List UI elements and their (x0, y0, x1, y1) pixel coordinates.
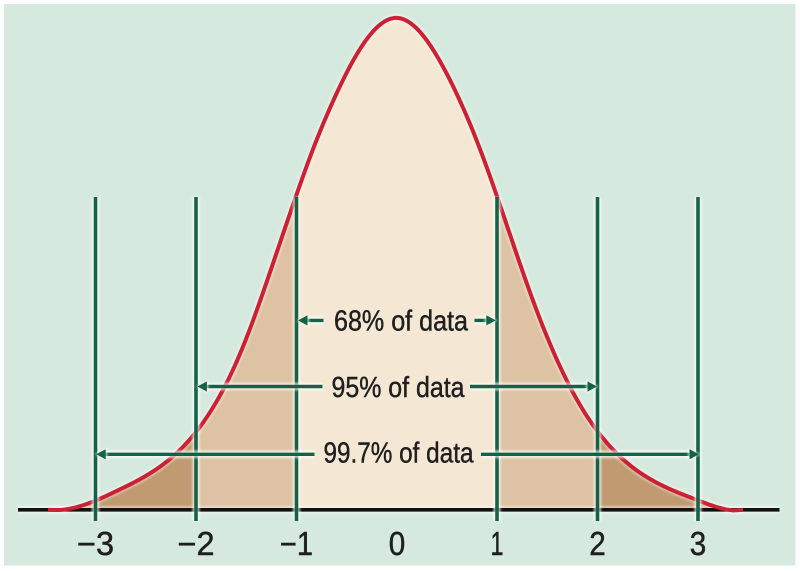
svg-text:−2: −2 (178, 525, 215, 562)
svg-text:−3: −3 (77, 525, 114, 562)
svg-text:68% of data: 68% of data (334, 306, 469, 338)
svg-text:95% of data: 95% of data (332, 372, 466, 404)
svg-text:99.7% of data: 99.7% of data (324, 438, 475, 470)
svg-text:3: 3 (690, 525, 707, 562)
svg-text:0: 0 (389, 525, 406, 562)
svg-text:2: 2 (589, 525, 606, 562)
svg-text:1: 1 (491, 525, 504, 562)
svg-text:−1: −1 (280, 525, 313, 562)
